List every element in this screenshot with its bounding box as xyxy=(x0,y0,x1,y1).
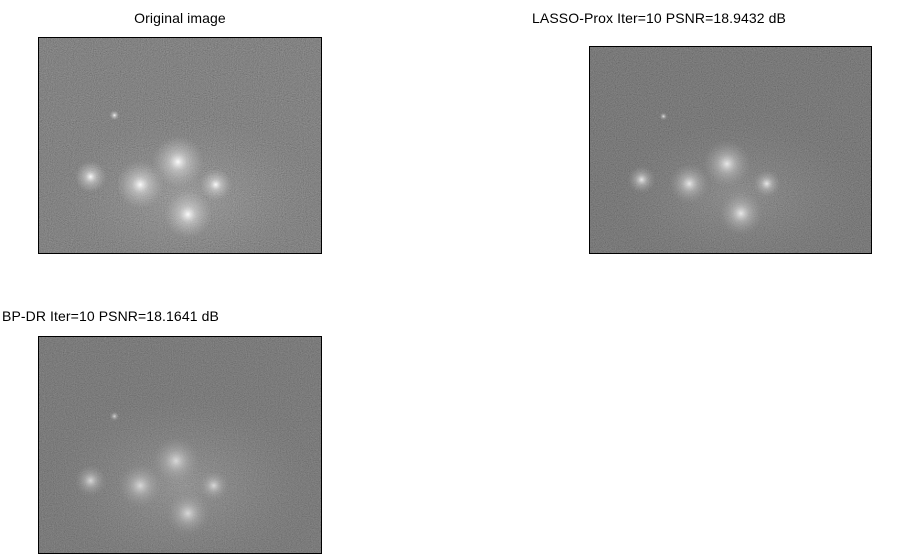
panel-title-original: Original image xyxy=(134,10,226,26)
lasso-prox-reconstruction-image xyxy=(589,46,872,254)
bp-dr-reconstruction-image xyxy=(38,336,322,554)
panel-title-lasso-prox: LASSO-Prox Iter=10 PSNR=18.9432 dB xyxy=(532,10,786,26)
panel-title-bp-dr: BP-DR Iter=10 PSNR=18.1641 dB xyxy=(2,308,219,324)
original-image xyxy=(38,37,322,254)
